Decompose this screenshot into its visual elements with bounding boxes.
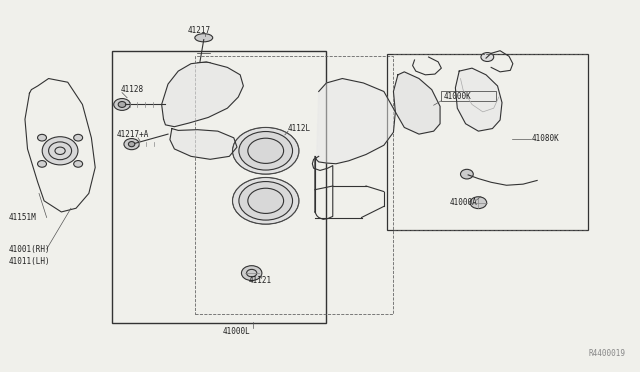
Ellipse shape <box>74 134 83 141</box>
Ellipse shape <box>239 132 292 170</box>
Text: 41001(RH): 41001(RH) <box>8 244 50 253</box>
Text: 4112L: 4112L <box>288 124 311 133</box>
Ellipse shape <box>38 134 47 141</box>
Text: 41128: 41128 <box>121 85 144 94</box>
Ellipse shape <box>232 177 299 224</box>
Ellipse shape <box>74 161 83 167</box>
Polygon shape <box>394 72 440 134</box>
Bar <box>442 91 495 101</box>
Ellipse shape <box>124 138 140 150</box>
Ellipse shape <box>118 102 126 108</box>
Ellipse shape <box>129 141 135 147</box>
Polygon shape <box>456 68 502 131</box>
Text: 41000A: 41000A <box>450 198 477 207</box>
Ellipse shape <box>461 169 473 179</box>
Text: 41000K: 41000K <box>444 92 471 101</box>
Ellipse shape <box>239 182 292 220</box>
Ellipse shape <box>195 34 212 42</box>
Ellipse shape <box>114 99 131 110</box>
Ellipse shape <box>241 266 262 280</box>
Bar <box>195 56 394 314</box>
Ellipse shape <box>481 52 493 61</box>
Ellipse shape <box>42 137 78 165</box>
Ellipse shape <box>38 161 47 167</box>
Ellipse shape <box>470 197 486 209</box>
Text: 41217: 41217 <box>188 26 211 35</box>
Bar <box>387 54 588 231</box>
Polygon shape <box>315 78 396 212</box>
Polygon shape <box>170 129 237 159</box>
Bar <box>113 51 326 323</box>
Text: 41217+A: 41217+A <box>117 130 149 140</box>
Text: 41011(LH): 41011(LH) <box>8 257 50 266</box>
Text: R4400019: R4400019 <box>588 349 625 358</box>
Text: 41121: 41121 <box>248 276 271 285</box>
Text: 41080K: 41080K <box>532 134 560 143</box>
Text: 41151M: 41151M <box>8 213 36 222</box>
Ellipse shape <box>232 128 299 174</box>
Polygon shape <box>162 62 243 127</box>
Text: 41000L: 41000L <box>223 327 251 336</box>
